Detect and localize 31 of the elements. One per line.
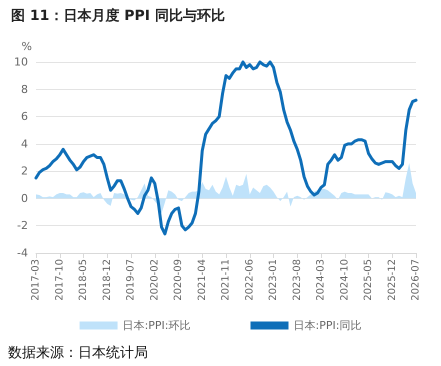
x-tick-label: 2023-01 [268, 259, 279, 301]
x-tick-label: 2022-06 [244, 259, 256, 301]
x-tick-label: 2017-03 [30, 259, 42, 301]
x-tick-label: 2026-07 [410, 259, 422, 301]
x-tick-label: 2020-09 [173, 259, 184, 301]
legend-label: 日本:PPI:同比 [294, 319, 362, 332]
x-tick-label: 2018-12 [102, 259, 113, 301]
y-tick-label: 6 [21, 110, 28, 124]
y-tick-label: 8 [21, 82, 28, 96]
y-axis-title: % [22, 40, 32, 53]
x-tick-label: 2024-10 [339, 259, 350, 301]
y-tick-label: 4 [21, 137, 28, 150]
y-tick-label: 2 [21, 164, 28, 178]
legend-label: 日本:PPI:环比 [122, 319, 191, 332]
x-tick-label: 2024-03 [316, 259, 326, 301]
x-tick-label: 2023-08 [292, 259, 303, 301]
x-tick-label: 2019-07 [126, 259, 136, 301]
y-tick-label: 0 [21, 192, 28, 205]
x-tick-label: 2020-02 [149, 259, 160, 301]
x-tick-label: 2017-10 [54, 259, 66, 301]
y-tick-label: 10 [14, 56, 28, 68]
x-tick-label: 2021-11 [220, 259, 232, 301]
x-tick-label: 2021-04 [196, 259, 208, 301]
y-tick-label: -4 [17, 246, 28, 260]
source-note: 数据来源：日本统计局 [8, 345, 148, 361]
line-series [34, 60, 418, 236]
y-tick-label: -2 [17, 219, 28, 232]
x-tick-label: 2025-12 [386, 259, 398, 301]
chart-title: 图 11：日本月度 PPI 同比与环比 [11, 7, 225, 24]
x-tick-label: 2025-05 [363, 259, 374, 301]
x-tick-label: 2018-05 [78, 259, 89, 301]
